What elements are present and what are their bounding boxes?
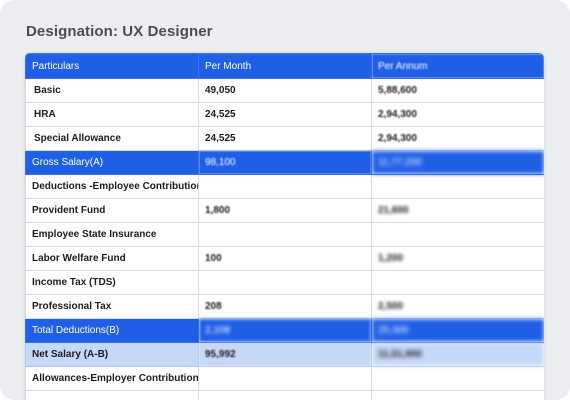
row-per-annum [371,390,544,400]
row-per-month: 2,108 [198,318,372,343]
total-deductions-row: Total Deductions(B) 2,108 25,300 [25,318,544,343]
row-per-month: 24,525 [198,126,372,151]
designation-title: Designation: UX Designer [26,23,213,40]
row-per-annum: 2,94,300 [371,102,544,127]
row-per-month: 208 [198,294,372,319]
header-particulars: Particulars [25,53,199,79]
row-particular: Labor Welfare Fund [25,246,199,271]
table-row: Labor Welfare Fund 100 1,200 [25,246,544,271]
table-row: Basic 49,050 5,88,600 [25,78,544,103]
row-per-annum [371,270,544,295]
row-particular: Net Salary (A-B) [25,342,199,367]
row-per-month: 98,100 [198,150,372,175]
header-per-annum: Per Annum [371,53,544,79]
row-per-month: 1,800 [198,198,372,223]
salary-table: Particulars Per Month Per Annum Basic 49… [25,53,544,400]
row-particular: Gross Salary(A) [25,150,199,175]
row-per-annum: 2,94,300 [371,126,544,151]
row-per-month [198,222,372,247]
row-particular [25,390,199,400]
row-per-annum: 25,300 [371,318,544,343]
row-per-annum: 2,500 [371,294,544,319]
table-row: HRA 24,525 2,94,300 [25,102,544,127]
row-per-month: 49,050 [198,78,372,103]
row-particular: Provident Fund [25,198,199,223]
row-particular: Total Deductions(B) [25,318,199,343]
row-particular: Allowances-Employer Contribution [25,366,199,391]
net-salary-row: Net Salary (A-B) 95,992 11,51,900 [25,342,544,367]
table-row: Deductions -Employee Contribution [25,174,544,199]
row-per-annum [371,174,544,199]
row-particular: Deductions -Employee Contribution [25,174,199,199]
table-row: Provident Fund 1,800 21,600 [25,198,544,223]
gross-salary-row: Gross Salary(A) 98,100 11,77,200 [25,150,544,175]
row-per-annum: 5,88,600 [371,78,544,103]
row-per-month: 100 [198,246,372,271]
row-particular: Employee State Insurance [25,222,199,247]
table-row-partial [25,390,544,400]
row-per-annum [371,222,544,247]
row-particular: Special Allowance [25,126,199,151]
table-row: Professional Tax 208 2,500 [25,294,544,319]
row-per-month [198,270,372,295]
table-row: Income Tax (TDS) [25,270,544,295]
header-per-month: Per Month [198,53,372,79]
table-row: Employee State Insurance [25,222,544,247]
row-per-annum: 11,77,200 [371,150,544,175]
row-per-annum [371,366,544,391]
row-particular: HRA [25,102,199,127]
row-per-month: 95,992 [198,342,372,367]
row-per-annum: 21,600 [371,198,544,223]
table-row: Special Allowance 24,525 2,94,300 [25,126,544,151]
row-particular: Professional Tax [25,294,199,319]
row-per-annum: 11,51,900 [371,342,544,367]
table-header-row: Particulars Per Month Per Annum [25,53,544,79]
row-per-month [198,390,372,400]
table-row: Allowances-Employer Contribution [25,366,544,391]
row-per-month: 24,525 [198,102,372,127]
row-per-annum: 1,200 [371,246,544,271]
row-particular: Income Tax (TDS) [25,270,199,295]
salary-table-container: Particulars Per Month Per Annum Basic 49… [25,53,544,400]
row-per-month [198,366,372,391]
row-particular: Basic [25,78,199,103]
row-per-month [198,174,372,199]
